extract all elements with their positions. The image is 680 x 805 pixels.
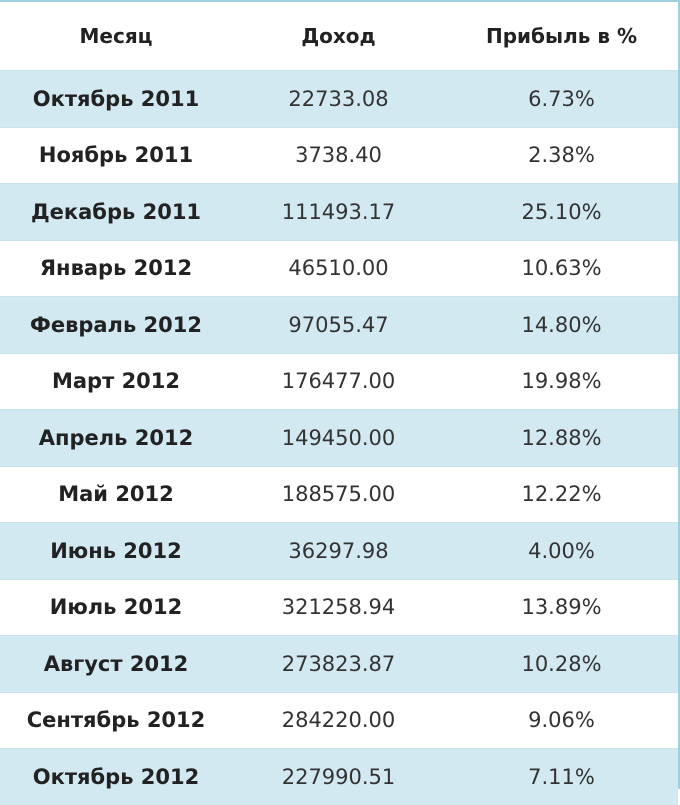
income-cell: 227990.51 xyxy=(232,748,445,805)
income-cell: 22733.08 xyxy=(232,70,445,127)
profit-cell: 19.98% xyxy=(445,352,678,410)
income-cell: 97055.47 xyxy=(232,296,445,353)
table-body: Октябрь 2011 22733.08 6.73% Ноябрь 2011 3738… xyxy=(0,70,678,805)
month-cell: Октябрь 2011 xyxy=(0,70,232,127)
profit-cell: 6.73% xyxy=(445,70,678,127)
profit-cell: 25.10% xyxy=(445,183,678,240)
table-header: Месяц Доход Прибыль в % xyxy=(0,2,678,71)
month-cell: Октябрь 2012 xyxy=(0,748,232,805)
month-cell: Июнь 2012 xyxy=(0,522,232,579)
header-cell: Доход xyxy=(301,24,376,48)
month-cell: Март 2012 xyxy=(0,352,232,410)
table-row: Апрель 2012 149450.00 12.88% xyxy=(0,409,678,466)
month-cell: Январь 2012 xyxy=(0,239,232,297)
income-cell: 3738.40 xyxy=(232,126,445,184)
income-cell: 111493.17 xyxy=(232,183,445,240)
month-cell: Февраль 2012 xyxy=(0,296,232,353)
table-row: Май 2012 188575.00 12.22% xyxy=(0,465,678,523)
month-cell: Сентябрь 2012 xyxy=(0,691,232,749)
table-row: Октябрь 2011 22733.08 6.73% xyxy=(0,70,678,127)
profit-cell: 2.38% xyxy=(445,126,678,184)
month-cell: Декабрь 2011 xyxy=(0,183,232,240)
month-cell: Август 2012 xyxy=(0,635,232,692)
profit-cell: 7.11% xyxy=(445,748,678,805)
table-row: Сентябрь 2012 284220.00 9.06% xyxy=(0,691,678,749)
income-cell: 36297.98 xyxy=(232,522,445,579)
income-cell: 321258.94 xyxy=(232,578,445,636)
table-row: Февраль 2012 97055.47 14.80% xyxy=(0,296,678,353)
income-cell: 188575.00 xyxy=(232,465,445,523)
month-cell: Июль 2012 xyxy=(0,578,232,636)
month-cell: Ноябрь 2011 xyxy=(0,126,232,184)
header-row: Месяц Доход Прибыль в % xyxy=(0,2,678,71)
income-cell: 149450.00 xyxy=(232,409,445,466)
profit-cell: 12.88% xyxy=(445,409,678,466)
header-cell: Месяц xyxy=(79,24,153,48)
profit-cell: 9.06% xyxy=(445,691,678,749)
table-row: Январь 2012 46510.00 10.63% xyxy=(0,239,678,297)
income-cell: 176477.00 xyxy=(232,352,445,410)
table-row: Март 2012 176477.00 19.98% xyxy=(0,352,678,410)
profit-cell: 13.89% xyxy=(445,578,678,636)
table-row: Ноябрь 2011 3738.40 2.38% xyxy=(0,126,678,184)
income-cell: 273823.87 xyxy=(232,635,445,692)
month-cell: Апрель 2012 xyxy=(0,409,232,466)
profit-cell: 10.28% xyxy=(445,635,678,692)
income-cell: 284220.00 xyxy=(232,691,445,749)
month-cell: Май 2012 xyxy=(0,465,232,523)
table-row: Июнь 2012 36297.98 4.00% xyxy=(0,522,678,579)
table-row: Июль 2012 321258.94 13.89% xyxy=(0,578,678,636)
profit-cell: 10.63% xyxy=(445,239,678,297)
table-row: Октябрь 2012 227990.51 7.11% xyxy=(0,748,678,805)
profit-cell: 4.00% xyxy=(445,522,678,579)
table-row: Декабрь 2011 111493.17 25.10% xyxy=(0,183,678,240)
profit-cell: 14.80% xyxy=(445,296,678,353)
table-row: Август 2012 273823.87 10.28% xyxy=(0,635,678,692)
income-cell: 46510.00 xyxy=(232,239,445,297)
profit-cell: 12.22% xyxy=(445,465,678,523)
header-cell: Прибыль в % xyxy=(485,24,638,48)
